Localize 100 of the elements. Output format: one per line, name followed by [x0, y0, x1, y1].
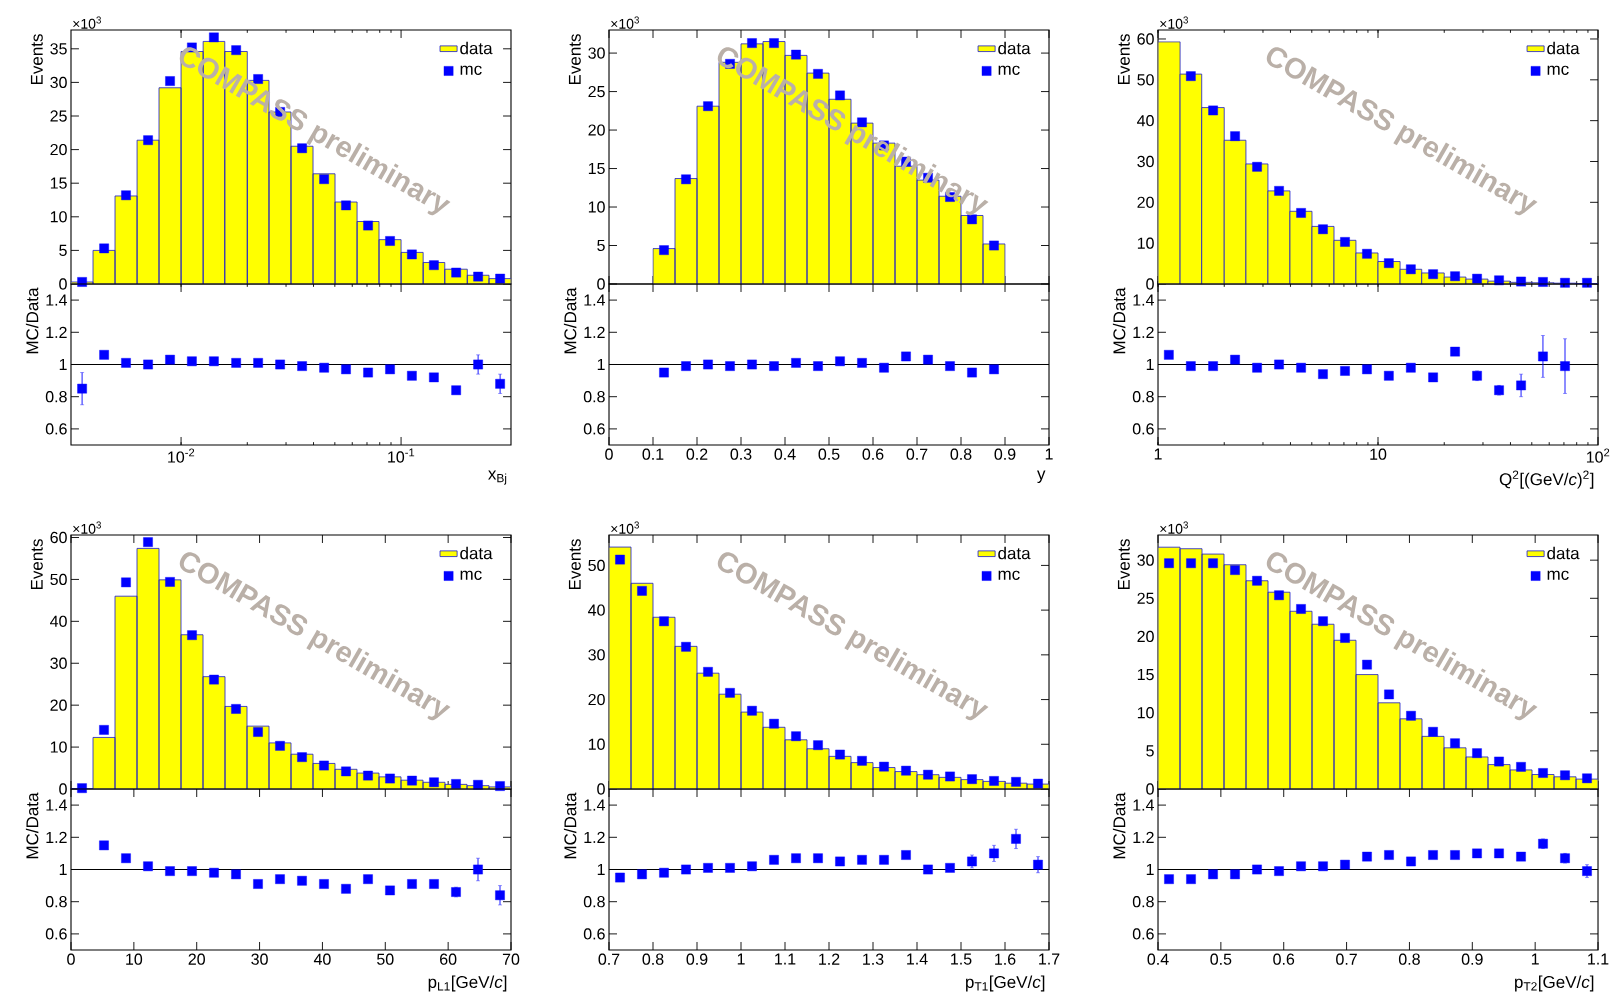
y-tick-label: 35: [50, 43, 67, 55]
x-tick-label: 1: [737, 953, 745, 965]
y-tick-label: 20: [1137, 196, 1154, 208]
y-tick-label: 50: [588, 559, 605, 572]
y-tick-label: 1.2: [46, 831, 67, 843]
y-tick-label: 1.4: [1133, 799, 1154, 811]
y-tick-label: 10: [50, 211, 67, 223]
legend-label: mc: [460, 570, 482, 580]
legend-label: mc: [460, 65, 482, 75]
legend-label: mc: [998, 570, 1020, 580]
x-tick-label: 60: [440, 953, 457, 965]
x-tick-label: 1: [1531, 953, 1539, 965]
x-axis-title: p$_{T2}$[GeV/c]: [1515, 975, 1594, 992]
y-tick-label: 1.2: [1133, 326, 1154, 338]
y-axis-title: MC/Data: [25, 287, 39, 354]
y-tick-label: 0.6: [1132, 928, 1154, 940]
x-tick-label: 0.8: [950, 448, 972, 460]
x-tick-label: 10: [126, 953, 143, 965]
x-tick-label: 0.6: [1273, 953, 1295, 965]
y-tick-label: 40: [1137, 114, 1154, 127]
x-tick-label: 0.9: [1461, 953, 1483, 965]
x-tick-label: 0.4: [1147, 953, 1169, 965]
x-tick-label: 1.7: [1039, 953, 1060, 965]
x-tick-label: 0.8: [1398, 953, 1420, 965]
x-tick-label: 0: [67, 953, 75, 965]
y-tick-label: 1.2: [1133, 831, 1154, 843]
y-tick-label: 0.6: [45, 928, 67, 940]
y-tick-label: 15: [1137, 669, 1154, 681]
y-tick-label: 30: [1137, 155, 1154, 168]
y-tick-label: 0.6: [583, 423, 605, 435]
text: ×10$^{3}$: [73, 521, 101, 534]
y-tick-label: 1: [1146, 863, 1154, 875]
x-tick-label: 1.1: [1588, 953, 1609, 965]
y-axis-title: Events: [568, 539, 581, 590]
y-tick-label: 1: [1146, 358, 1154, 370]
y-tick-label: 0.6: [583, 928, 605, 940]
y-tick-label: 1.4: [584, 799, 605, 811]
x-tick-label: 0.8: [642, 953, 664, 965]
y-tick-label: 50: [1137, 74, 1154, 86]
y-tick-label: 0.8: [45, 391, 67, 403]
y-tick-label: 0.6: [45, 423, 67, 435]
y-tick-label: 40: [588, 604, 605, 616]
x-tick-label: 0.7: [1336, 953, 1357, 965]
x-tick-label: 30: [251, 953, 268, 965]
y-tick-label: 0: [597, 783, 605, 795]
y-tick-label: 30: [1137, 554, 1154, 566]
x-tick-label: 40: [313, 953, 331, 965]
y-tick-label: 30: [588, 47, 605, 59]
x-tick-label: 0.6: [862, 448, 884, 460]
x-tick-label: 1.2: [819, 953, 840, 965]
x-tick-label: 0.4: [774, 448, 796, 460]
y-tick-label: 0.8: [583, 391, 605, 403]
x-tick-label: 0.5: [1210, 953, 1232, 965]
x-tick-label: 50: [377, 953, 394, 965]
x-tick-label: 0: [605, 448, 613, 460]
text: ×10$^{3}$: [611, 521, 639, 534]
y-tick-label: 1: [597, 863, 605, 875]
y-tick-label: 1.2: [584, 831, 605, 843]
legend-label: data: [460, 41, 493, 55]
text: ×10$^{3}$: [611, 16, 639, 29]
y-tick-label: 0.8: [1132, 391, 1154, 403]
y-tick-label: 25: [1137, 592, 1154, 604]
y-tick-label: 10: [588, 201, 605, 213]
y-tick-label: 1.2: [584, 326, 605, 338]
x-tick-label: 0.7: [598, 953, 620, 965]
x-tick-label: 1.4: [907, 953, 928, 965]
y-tick-label: 0.8: [1132, 896, 1154, 908]
y-tick-label: 20: [588, 693, 605, 706]
y-axis-title: Events: [1117, 539, 1130, 590]
y-tick-label: 5: [59, 244, 67, 256]
x-tick-label: 10$^{-1}$: [388, 448, 415, 463]
y-tick-label: 25: [50, 110, 67, 122]
y-tick-label: 1: [597, 358, 605, 370]
x-tick-label: 1: [1154, 448, 1162, 460]
y-tick-label: 1.4: [46, 799, 67, 811]
y-axis-title: MC/Data: [25, 792, 39, 859]
x-tick-label: 20: [188, 953, 205, 965]
y-tick-label: 15: [588, 162, 605, 175]
y-tick-label: 20: [1137, 630, 1154, 643]
y-tick-label: 20: [50, 143, 67, 156]
x-axis-title: Q$^{2}$[(GeV/c)$^{2}$]: [1499, 470, 1594, 489]
x-tick-label: 1.6: [995, 953, 1016, 965]
y-tick-label: 1.4: [46, 294, 67, 306]
y-tick-label: 1.2: [46, 326, 67, 338]
legend-label: data: [1547, 41, 1580, 55]
legend-label: mc: [1547, 65, 1569, 75]
y-tick-label: 5: [597, 239, 605, 252]
y-axis-title: MC/Data: [563, 792, 577, 859]
y-tick-label: 20: [50, 699, 67, 711]
y-axis-title: MC/Data: [563, 287, 577, 354]
text: ×10$^{3}$: [73, 16, 101, 29]
y-axis-title: Events: [30, 539, 43, 590]
y-tick-label: 60: [1137, 33, 1154, 45]
y-tick-label: 25: [588, 85, 605, 98]
x-tick-label: 1.5: [951, 953, 972, 965]
text: ×10$^{3}$: [1160, 16, 1188, 29]
x-tick-label: 1.3: [863, 953, 884, 965]
y-tick-label: 50: [50, 573, 67, 586]
x-axis-title: p$_{L1}$[GeV/c]: [428, 975, 507, 992]
y-tick-label: 10: [588, 738, 605, 750]
